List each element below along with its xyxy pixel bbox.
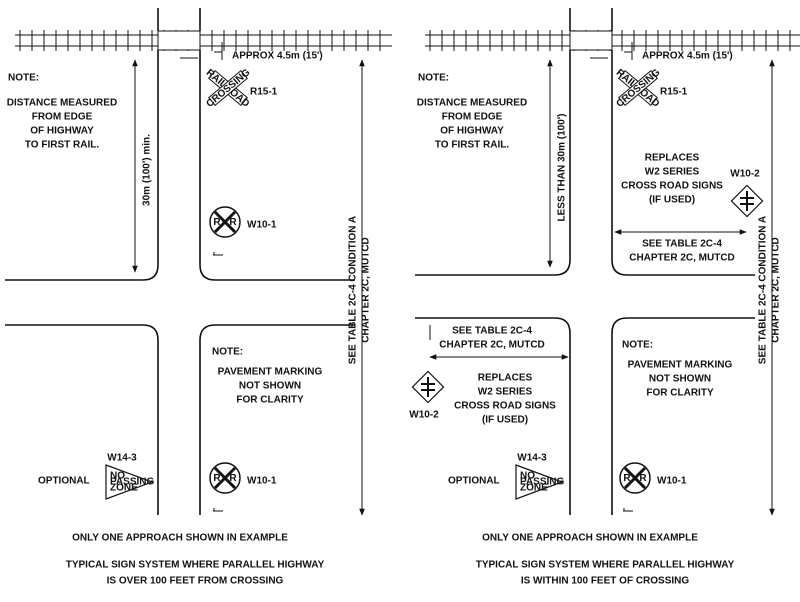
table-ref: SEE TABLE 2C-4 CONDITION A xyxy=(348,216,359,364)
note-line: FOR CLARITY xyxy=(646,388,714,399)
crossbuck-sign: RAILROADCROSSING xyxy=(614,67,663,110)
road-edge xyxy=(199,324,355,515)
replaces-line: REPLACES xyxy=(645,153,700,164)
cross-road-sign xyxy=(730,184,764,218)
caption: TYPICAL SIGN SYSTEM WHERE PARALLEL HIGHW… xyxy=(476,560,735,571)
table-ref: SEE TABLE 2C-4 xyxy=(642,239,722,250)
note-line: DISTANCE MEASURED xyxy=(417,98,527,109)
note-title: NOTE: xyxy=(8,73,39,84)
pennant-text: PASSING xyxy=(520,477,564,488)
table-ref: CHAPTER 2C, MUTCD xyxy=(629,253,735,264)
approx-label: APPROX 4.5m (15') xyxy=(642,51,733,62)
sign-label: W10-1 xyxy=(247,476,277,487)
optional-label: OPTIONAL xyxy=(38,476,90,487)
note-title: NOTE: xyxy=(418,73,449,84)
note-line: PAVEMENT MARKING xyxy=(628,360,733,371)
sign-label: W10-1 xyxy=(247,220,277,231)
crossing-surface xyxy=(157,30,201,51)
note-line: NOT SHOWN xyxy=(239,381,301,392)
footnote: ONLY ONE APPROACH SHOWN IN EXAMPLE xyxy=(72,533,288,544)
note-line: TO FIRST RAIL. xyxy=(435,140,509,151)
note-line: DISTANCE MEASURED xyxy=(7,98,117,109)
pennant-text: NO xyxy=(520,471,535,482)
replaces-line: CROSS ROAD SIGNS xyxy=(621,181,723,192)
road-edge xyxy=(199,50,355,281)
road-edge xyxy=(611,50,755,276)
sign-face xyxy=(515,464,564,500)
pennant-text: NO xyxy=(110,471,125,482)
note-title: NOTE: xyxy=(212,347,243,358)
note-line: PAVEMENT MARKING xyxy=(218,367,323,378)
distance-label: 30m (100') min. xyxy=(142,134,153,206)
note-line: FROM EDGE xyxy=(32,112,93,123)
panel-left: APPROX 4.5m (15') RAILROADCROSSINGR15-1 NO… xyxy=(5,8,392,587)
replaces-line: W2 SERIES xyxy=(645,167,700,178)
note-line: FOR CLARITY xyxy=(236,395,304,406)
cross-road-sign xyxy=(411,370,445,404)
note-line: OF HIGHWAY xyxy=(30,126,94,137)
sign-label: W10-1 xyxy=(657,476,687,487)
table-ref: CHAPTER 2C, MUTCD xyxy=(771,237,782,343)
sign-letter: R xyxy=(213,217,221,228)
road-edge xyxy=(415,317,571,515)
caption: IS WITHIN 100 FEET OF CROSSING xyxy=(521,576,690,587)
pennant-text: ZONE xyxy=(520,483,548,494)
sign-label: W10-2 xyxy=(409,410,439,421)
road-edge xyxy=(611,317,755,515)
sign-label: W14-3 xyxy=(517,453,547,464)
pennant-text: ZONE xyxy=(110,483,138,494)
table-ref: CHAPTER 2C, MUTCD xyxy=(361,237,372,343)
replaces-line: CROSS ROAD SIGNS xyxy=(454,401,556,412)
footnote: ONLY ONE APPROACH SHOWN IN EXAMPLE xyxy=(482,533,698,544)
table-ref: SEE TABLE 2C-4 CONDITION A xyxy=(758,216,769,364)
road-edge xyxy=(5,50,159,281)
sign-letter: R xyxy=(213,473,221,484)
sign-letter: R xyxy=(229,217,237,228)
sign-face xyxy=(105,464,154,500)
road-edge xyxy=(415,50,571,276)
note-line: TO FIRST RAIL. xyxy=(25,140,99,151)
sign-label: R15-1 xyxy=(250,87,278,98)
replaces-line: (IF USED) xyxy=(649,195,695,206)
sign-letter: R xyxy=(639,473,647,484)
sign-symbol xyxy=(421,377,435,397)
sign-letter: R xyxy=(623,473,631,484)
crossbuck-sign: RAILROADCROSSING xyxy=(204,67,253,110)
sign-symbol xyxy=(740,191,754,211)
replaces-line: REPLACES xyxy=(478,373,533,384)
sign-label: R15-1 xyxy=(660,87,688,98)
note-line: FROM EDGE xyxy=(442,112,503,123)
road-edge xyxy=(5,324,159,515)
note-title: NOTE: xyxy=(622,340,653,351)
replaces-line: W2 SERIES xyxy=(478,387,533,398)
caption: IS OVER 100 FEET FROM CROSSING xyxy=(107,576,284,587)
table-ref: CHAPTER 2C, MUTCD xyxy=(439,340,545,351)
table-ref: SEE TABLE 2C-4 xyxy=(452,326,532,337)
note-line: NOT SHOWN xyxy=(649,374,711,385)
sign-label: W10-2 xyxy=(730,169,760,180)
crossbuck-blade xyxy=(207,69,249,107)
panel-right: APPROX 4.5m (15') RAILROADCROSSINGR15-1 NO… xyxy=(409,8,800,587)
caption: TYPICAL SIGN SYSTEM WHERE PARALLEL HIGHW… xyxy=(66,560,325,571)
note-line: OF HIGHWAY xyxy=(440,126,504,137)
sign-letter: R xyxy=(229,473,237,484)
crossbuck-blade xyxy=(617,69,659,107)
crossing-surface xyxy=(569,30,613,51)
replaces-line: (IF USED) xyxy=(482,415,528,426)
pennant-text: PASSING xyxy=(110,477,154,488)
sign-x xyxy=(213,466,237,490)
distance-label: LESS THAN 30m (100') xyxy=(557,114,568,222)
sign-x xyxy=(623,466,647,490)
sign-x xyxy=(213,210,237,234)
sign-label: W14-3 xyxy=(107,453,137,464)
approx-label: APPROX 4.5m (15') xyxy=(232,51,323,62)
optional-label: OPTIONAL xyxy=(448,476,500,487)
